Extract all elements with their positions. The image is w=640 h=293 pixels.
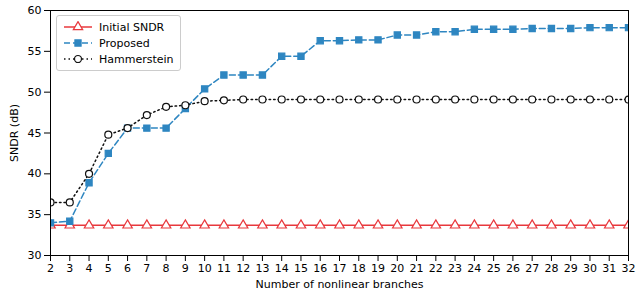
svg-text:7: 7 bbox=[143, 262, 150, 275]
svg-text:22: 22 bbox=[429, 262, 443, 275]
svg-text:3: 3 bbox=[66, 262, 73, 275]
svg-text:31: 31 bbox=[602, 262, 616, 275]
svg-text:6: 6 bbox=[124, 262, 131, 275]
svg-text:30: 30 bbox=[583, 262, 597, 275]
svg-text:9: 9 bbox=[182, 262, 189, 275]
svg-text:11: 11 bbox=[217, 262, 231, 275]
svg-text:24: 24 bbox=[467, 262, 481, 275]
svg-text:20: 20 bbox=[390, 262, 404, 275]
svg-text:35: 35 bbox=[28, 208, 42, 221]
svg-text:55: 55 bbox=[28, 45, 42, 58]
svg-text:23: 23 bbox=[448, 262, 462, 275]
html-text:Hammerstein: Hammerstein bbox=[99, 52, 174, 66]
svg-text:8: 8 bbox=[163, 262, 170, 275]
svg-text:29: 29 bbox=[564, 262, 578, 275]
svg-text:45: 45 bbox=[28, 127, 42, 140]
svg-text:17: 17 bbox=[333, 262, 347, 275]
svg-text:25: 25 bbox=[487, 262, 501, 275]
svg-text:30: 30 bbox=[28, 249, 42, 262]
svg-text:2: 2 bbox=[47, 262, 54, 275]
svg-text:26: 26 bbox=[506, 262, 520, 275]
html-text:Initial SNDR: Initial SNDR bbox=[99, 20, 165, 34]
svg-text:SNDR (dB): SNDR (dB) bbox=[8, 104, 21, 162]
svg-text:4: 4 bbox=[86, 262, 93, 275]
svg-text:Number of nonlinear branches: Number of nonlinear branches bbox=[256, 278, 424, 291]
svg-text:19: 19 bbox=[371, 262, 385, 275]
svg-text:28: 28 bbox=[544, 262, 558, 275]
svg-text:10: 10 bbox=[198, 262, 212, 275]
svg-text:40: 40 bbox=[28, 167, 42, 180]
svg-text:18: 18 bbox=[352, 262, 366, 275]
html-text:Proposed: Proposed bbox=[99, 36, 150, 50]
svg-text:14: 14 bbox=[275, 262, 289, 275]
svg-text:12: 12 bbox=[236, 262, 250, 275]
svg-text:21: 21 bbox=[410, 262, 424, 275]
svg-text:15: 15 bbox=[294, 262, 308, 275]
svg-text:5: 5 bbox=[105, 262, 112, 275]
svg-text:50: 50 bbox=[28, 86, 42, 99]
svg-text:13: 13 bbox=[255, 262, 269, 275]
svg-text:27: 27 bbox=[525, 262, 539, 275]
svg-text:16: 16 bbox=[313, 262, 327, 275]
svg-text:32: 32 bbox=[622, 262, 636, 275]
svg-text:60: 60 bbox=[28, 4, 42, 17]
